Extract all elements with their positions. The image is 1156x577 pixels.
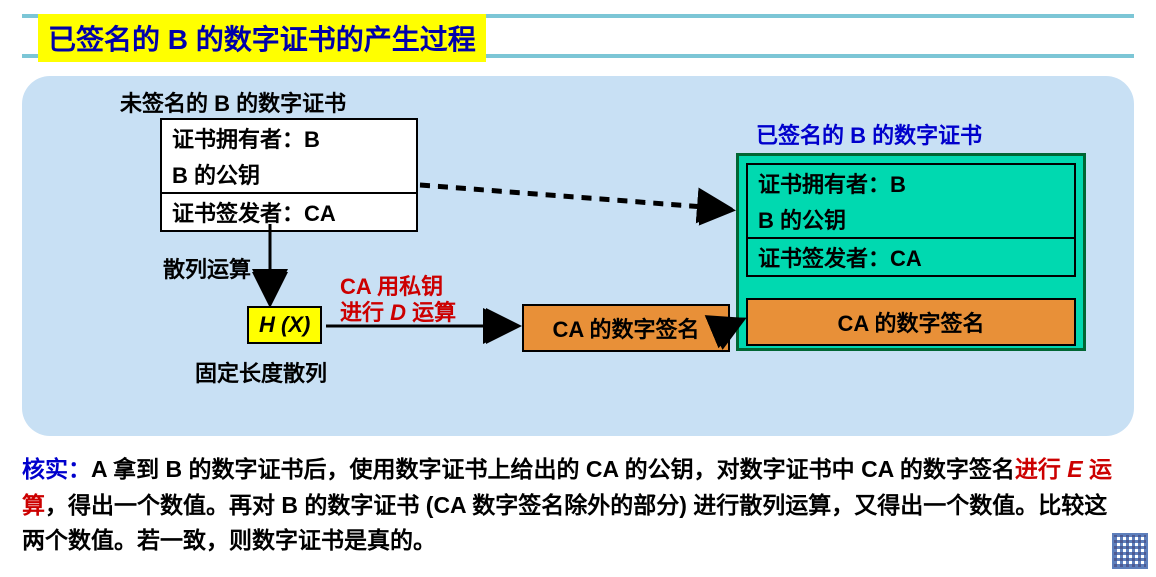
signed-line-1: B 的公钥 [748, 201, 1074, 237]
ca-op-l2c: 运算 [412, 300, 456, 325]
hash-op-label: 散列运算 [163, 252, 251, 284]
footer-t1: A 拿到 B 的数字证书后，使用数字证书上给出的 CA 的公钥，对数字证书中 C… [91, 456, 1015, 482]
signed-line-2: 证书签发者：CA [748, 237, 1074, 275]
unsigned-cert-label: 未签名的 B 的数字证书 [120, 86, 346, 118]
footer-verify: 核实： [22, 456, 91, 482]
signed-sig-box: CA 的数字签名 [746, 298, 1076, 346]
mid-sig-box: CA 的数字签名 [522, 304, 730, 352]
hx-text: H (X) [259, 312, 310, 337]
ca-op-label: CA 用私钥 进行 D 运算 [340, 274, 456, 327]
unsigned-line-0: 证书拥有者：B [162, 120, 416, 156]
signed-cert-inner: 证书拥有者：B B 的公钥 证书签发者：CA [746, 163, 1076, 277]
qr-icon [1112, 533, 1148, 569]
unsigned-cert-box: 证书拥有者：B B 的公钥 证书签发者：CA [160, 118, 418, 232]
unsigned-line-2: 证书签发者：CA [162, 192, 416, 230]
ca-op-line2: 进行 D 运算 [340, 300, 456, 326]
ca-op-l2b: D [390, 300, 412, 325]
page-title: 已签名的 B 的数字证书的产生过程 [38, 14, 486, 62]
footer-red1: 进行 [1015, 456, 1067, 482]
fixed-len-label: 固定长度散列 [195, 356, 327, 388]
footer-t2: ，得出一个数值。再对 B 的数字证书 (CA 数字签名除外的部分) 进行散列运算… [22, 492, 1107, 554]
ca-op-line1: CA 用私钥 [340, 274, 456, 300]
footer-E: E [1067, 456, 1089, 482]
ca-op-l2a: 进行 [340, 300, 390, 325]
unsigned-line-1: B 的公钥 [162, 156, 416, 192]
title-text: 已签名的 B 的数字证书的产生过程 [48, 24, 476, 55]
hx-box: H (X) [247, 306, 322, 344]
signed-cert-label: 已签名的 B 的数字证书 [756, 118, 982, 150]
signed-line-0: 证书拥有者：B [748, 165, 1074, 201]
footer-paragraph: 核实：A 拿到 B 的数字证书后，使用数字证书上给出的 CA 的公钥，对数字证书… [22, 452, 1118, 559]
